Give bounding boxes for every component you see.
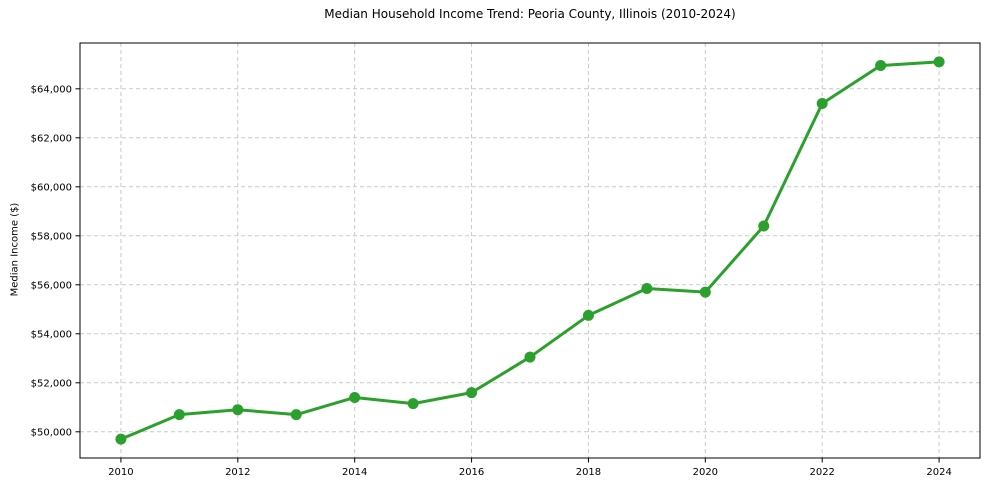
y-tick-label: $58,000	[31, 231, 72, 242]
data-point-2010	[115, 433, 127, 445]
y-tick-label: $56,000	[31, 280, 72, 291]
data-point-2012	[232, 404, 244, 416]
x-tick-label: 2010	[108, 467, 133, 478]
data-point-2022	[816, 98, 828, 110]
x-tick-label: 2012	[225, 467, 250, 478]
data-point-2013	[290, 409, 302, 421]
data-point-2017	[524, 351, 536, 363]
y-axis-label: Median Income ($)	[9, 202, 21, 297]
data-point-2023	[875, 60, 887, 72]
chart-title: Median Household Income Trend: Peoria Co…	[324, 7, 736, 21]
y-tick-label: $52,000	[31, 378, 72, 389]
x-tick-label: 2022	[809, 467, 834, 478]
x-tick-label: 2018	[576, 467, 601, 478]
y-tick-label: $64,000	[31, 84, 72, 95]
data-point-2016	[466, 387, 478, 399]
x-tick-label: 2014	[342, 467, 367, 478]
y-tick-label: $50,000	[31, 427, 72, 438]
y-tick-label: $60,000	[31, 182, 72, 193]
y-tick-label: $62,000	[31, 133, 72, 144]
plot-background	[80, 43, 980, 458]
x-tick-label: 2016	[459, 467, 484, 478]
data-point-2015	[407, 398, 419, 410]
y-tick-label: $54,000	[31, 329, 72, 340]
data-point-2011	[173, 409, 185, 421]
x-tick-label: 2024	[926, 467, 951, 478]
data-point-2018	[582, 309, 594, 321]
axes-spines	[79, 42, 981, 459]
x-tick-label: 2020	[693, 467, 718, 478]
data-point-2020	[699, 286, 711, 298]
data-point-2024	[933, 56, 945, 68]
data-point-2014	[349, 391, 361, 403]
data-point-2021	[758, 220, 770, 232]
data-point-2019	[641, 282, 653, 294]
